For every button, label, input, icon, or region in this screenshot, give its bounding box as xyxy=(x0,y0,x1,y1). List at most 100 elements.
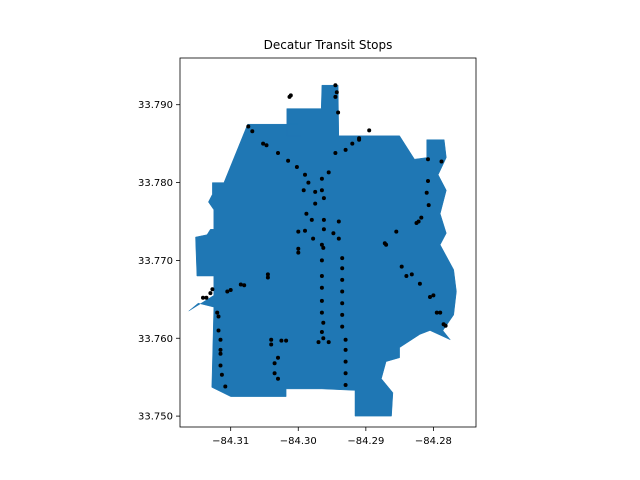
transit-stop-point xyxy=(333,94,338,99)
transit-stop-point xyxy=(301,188,306,193)
transit-stop-point xyxy=(382,241,387,246)
transit-stop-point xyxy=(350,141,355,146)
transit-stop-point xyxy=(414,221,419,225)
transit-stop-point xyxy=(321,217,326,222)
transit-stop-point xyxy=(272,361,277,366)
transit-stop-point xyxy=(261,141,266,146)
transit-stop-point xyxy=(319,310,324,315)
transit-stop-point xyxy=(409,272,414,277)
transit-stop-point xyxy=(223,384,228,389)
transit-stop-point xyxy=(218,363,223,368)
transit-stop-point xyxy=(438,310,443,315)
transit-stop-point xyxy=(216,314,221,319)
transit-stop-point xyxy=(238,282,243,287)
transit-stop-point xyxy=(265,275,270,280)
transit-stop-point xyxy=(340,301,345,306)
transit-stop-point xyxy=(326,340,331,345)
y-tick-label: 33.780 xyxy=(138,178,173,189)
plot-area xyxy=(188,83,457,417)
transit-stop-point xyxy=(343,371,348,376)
transit-stop-point xyxy=(264,143,269,148)
x-axis: −84.31 −84.30 −84.29 −84.28 xyxy=(212,427,452,447)
transit-stop-point xyxy=(343,347,348,352)
transit-stop-point xyxy=(313,201,318,206)
transit-stop-point xyxy=(319,258,324,263)
transit-stop-point xyxy=(336,110,341,115)
transit-stop-point xyxy=(296,229,301,234)
transit-stop-point xyxy=(319,188,324,193)
transit-stop-point xyxy=(404,274,409,278)
transit-stop-point xyxy=(367,128,372,133)
transit-stop-point xyxy=(272,371,277,376)
transit-stop-point xyxy=(331,231,336,236)
transit-stop-point xyxy=(336,236,341,241)
transit-stop-point xyxy=(319,285,324,290)
transit-stop-point xyxy=(294,165,299,169)
transit-stop-point xyxy=(276,151,280,155)
transit-stop-point xyxy=(304,211,309,216)
transit-stop-point xyxy=(426,157,430,162)
transit-stop-point xyxy=(215,310,220,315)
transit-stop-point xyxy=(340,324,345,329)
transit-stop-point xyxy=(313,189,318,194)
transit-stop-point xyxy=(287,94,292,99)
x-tick-label: −84.30 xyxy=(280,436,317,447)
transit-stop-point xyxy=(399,264,404,269)
transit-stop-point xyxy=(218,347,223,352)
transit-stop-point xyxy=(321,196,326,201)
transit-stop-point xyxy=(204,295,209,300)
transit-stop-point xyxy=(336,219,341,224)
transit-stop-point xyxy=(417,281,422,286)
transit-stop-point xyxy=(219,372,224,377)
transit-stop-point xyxy=(296,246,301,251)
transit-stop-point xyxy=(326,170,331,175)
transit-stop-point xyxy=(265,272,270,277)
transit-stop-point xyxy=(321,320,326,325)
transit-stop-point xyxy=(431,293,436,298)
transit-stop-point xyxy=(439,159,444,164)
transit-stop-point xyxy=(269,337,274,342)
transit-stop-point xyxy=(242,283,247,288)
transit-stop-point xyxy=(246,124,251,129)
transit-stop-point xyxy=(319,176,324,181)
city-boundary xyxy=(188,84,457,417)
transit-stop-point xyxy=(321,227,326,232)
transit-stop-point xyxy=(225,289,230,294)
transit-stop-point xyxy=(340,312,345,317)
transit-stop-point xyxy=(228,288,233,292)
transit-stop-point xyxy=(321,336,326,341)
transit-stop-point xyxy=(419,215,424,220)
transit-stop-point xyxy=(250,129,255,134)
transit-stop-point xyxy=(394,229,399,234)
transit-stop-point xyxy=(276,376,280,381)
transit-stop-point xyxy=(333,151,338,155)
x-tick-label: −84.28 xyxy=(415,436,452,447)
x-tick-label: −84.29 xyxy=(347,436,384,447)
axes-frame xyxy=(179,57,477,428)
transit-stop-point xyxy=(340,277,345,282)
transit-stop-point xyxy=(269,342,274,347)
transit-stop-point xyxy=(424,190,429,195)
transit-stop-point xyxy=(316,340,321,345)
transit-stop-point xyxy=(426,203,431,208)
transit-stop-point xyxy=(321,245,326,250)
y-axis: 33.750 33.760 33.770 33.780 33.790 xyxy=(138,100,180,423)
transit-stop-point xyxy=(201,295,205,300)
transit-stop-point xyxy=(434,310,439,315)
transit-stop-point xyxy=(340,289,345,294)
transit-stop-point xyxy=(343,359,348,364)
transit-stop-point xyxy=(218,337,223,342)
transit-stop-point xyxy=(208,291,213,296)
transit-stop-point xyxy=(218,351,223,356)
transit-stop-point xyxy=(357,137,362,142)
transit-stop-point xyxy=(340,256,345,261)
transit-stop-point xyxy=(443,323,448,328)
y-tick-label: 33.750 xyxy=(138,412,173,423)
y-tick-label: 33.770 xyxy=(138,256,173,267)
transit-stop-point xyxy=(343,147,348,152)
transit-stop-point xyxy=(343,337,348,342)
transit-stop-point xyxy=(343,383,348,387)
transit-stop-point xyxy=(340,266,345,271)
chart-title: Decatur Transit Stops xyxy=(264,38,393,52)
transit-stop-point xyxy=(284,338,289,343)
